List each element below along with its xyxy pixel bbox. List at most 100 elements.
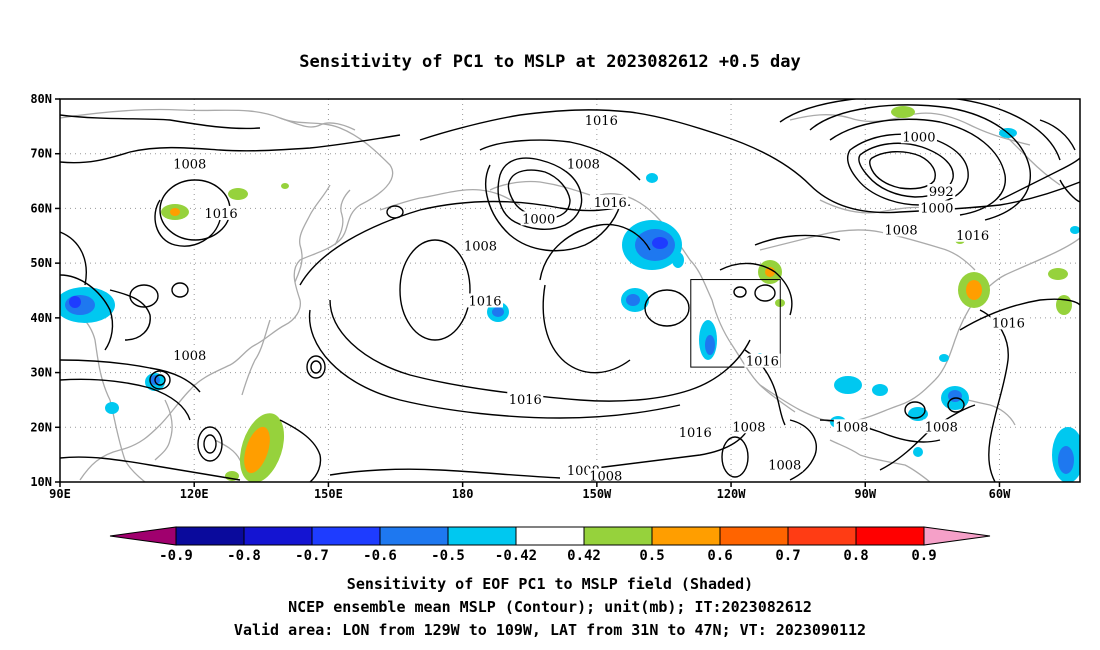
- colorbar-swatch: [175, 526, 245, 546]
- contour-label-bg: [507, 391, 544, 406]
- colorbar-label: -0.7: [295, 548, 329, 564]
- contour-label: 1008: [589, 470, 622, 485]
- contour-label: 1008: [885, 223, 918, 238]
- lat-tick-label: 40N: [30, 311, 52, 325]
- lon-tick-label: 60W: [989, 487, 1011, 501]
- lon-tick-label: 90E: [49, 487, 71, 501]
- contour-label: 1008: [835, 420, 868, 435]
- contour-label: 1016: [594, 196, 627, 211]
- contour-label: 1000: [522, 212, 555, 227]
- contour-label-bg: [467, 293, 503, 308]
- lon-tick-label: 120W: [717, 487, 747, 501]
- contour-label: 1016: [956, 229, 989, 244]
- colorbar-swatch: [379, 526, 449, 546]
- contour-label-bg: [171, 156, 208, 171]
- contour-label-bg: [766, 457, 803, 472]
- colorbar-label: -0.8: [227, 548, 261, 564]
- contour-label-bg: [954, 227, 991, 242]
- contour-label-bg: [587, 468, 624, 482]
- colorbar-label: 0.7: [775, 548, 800, 564]
- contour-label-bg: [744, 353, 781, 368]
- colorbar-label: -0.5: [431, 548, 465, 564]
- colorbar-label: -0.42: [495, 548, 537, 564]
- colorbar-swatch: [787, 526, 857, 546]
- contour-label-bg: [592, 194, 629, 209]
- lat-tick-label: 10N: [30, 475, 52, 489]
- footer-line-2: NCEP ensemble mean MSLP (Contour); unit(…: [288, 598, 812, 616]
- lon-tick-label: 90W: [854, 487, 876, 501]
- contour-label: 1016: [585, 114, 618, 129]
- contour-label: 1016: [509, 393, 542, 408]
- lat-tick-label: 60N: [30, 201, 52, 215]
- contour-label: 1008: [173, 158, 206, 173]
- contour-label-bg: [923, 419, 960, 434]
- footer-line-1: Sensitivity of EOF PC1 to MSLP field (Sh…: [347, 575, 753, 593]
- contour-label-bg: [462, 238, 499, 253]
- contour-label: 1016: [205, 207, 238, 222]
- contour-label-bg: [203, 205, 240, 220]
- valid-area-box: [690, 279, 781, 368]
- contour-label: 1016: [992, 316, 1025, 331]
- footer-line-3: Valid area: LON from 129W to 109W, LAT f…: [234, 621, 866, 639]
- contour-label: 1008: [464, 240, 497, 255]
- lat-tick-label: 20N: [30, 420, 52, 434]
- contour-label: 1016: [679, 426, 712, 441]
- coastlines: [60, 108, 1080, 482]
- contour-label-bg: [677, 424, 714, 439]
- colorbar: -0.9 -0.8 -0.7 -0.6 -0.5 -0.42 0.42 0.5 0.6 0.7 0.…: [109, 526, 991, 564]
- lat-tick-label: 30N: [30, 366, 52, 380]
- colorbar-label: -0.6: [363, 548, 397, 564]
- colorbar-swatch: [719, 526, 789, 546]
- map-title: Sensitivity of PC1 to MSLP at 2023082612…: [299, 52, 801, 72]
- lat-tick-label: 50N: [30, 256, 52, 270]
- contour-label-bg: [583, 112, 620, 127]
- colorbar-label: 0.6: [707, 548, 732, 564]
- contour-label-bg: [520, 211, 557, 226]
- contour-label: 1008: [567, 158, 600, 173]
- colorbar-swatch: [855, 526, 925, 546]
- contour-label-bg: [927, 184, 956, 199]
- colorbar-label: 0.8: [843, 548, 868, 564]
- latitude-axis: 80N 70N 60N 50N 40N 30N 20N 10N: [30, 92, 60, 489]
- contour-label-bg: [565, 156, 602, 171]
- contour-label: 1000: [902, 130, 935, 145]
- lon-tick-label: 120E: [180, 487, 209, 501]
- contour-label: 1008: [925, 420, 958, 435]
- lat-tick-label: 70N: [30, 147, 52, 161]
- lon-tick-label: 150W: [582, 487, 612, 501]
- contour-label-bg: [883, 222, 920, 237]
- colorbar-swatch: [311, 526, 381, 546]
- contour-label: 1016: [468, 294, 501, 309]
- lon-tick-label: 150E: [314, 487, 343, 501]
- lon-tick-label: 180: [452, 487, 474, 501]
- map-frame: [59, 98, 1081, 483]
- contour-label-bg: [730, 419, 767, 434]
- colorbar-swatch: [243, 526, 313, 546]
- contour-label: 1016: [746, 355, 779, 370]
- contour-label-bg: [171, 348, 208, 363]
- gridlines: [60, 99, 1080, 482]
- contour-label-bg: [918, 200, 955, 215]
- colorbar-label: -0.9: [159, 548, 193, 564]
- colorbar-label: 0.42: [567, 548, 601, 564]
- contour-label: 1000: [920, 201, 953, 216]
- colorbar-swatch: [651, 526, 721, 546]
- contour-label: 992: [929, 185, 954, 200]
- colorbar-swatch: [515, 526, 585, 546]
- colorbar-label: 0.9: [911, 548, 936, 564]
- longitude-axis: 90E 120E 150E 180 150W 120W 90W 60W: [49, 482, 1011, 501]
- mslp-contours: [60, 99, 1080, 482]
- colorbar-swatch: [583, 526, 653, 546]
- colorbar-high-extend: [923, 526, 991, 546]
- colorbar-label: 0.5: [639, 548, 664, 564]
- contour-label: 1008: [732, 420, 765, 435]
- contour-label-bg: [900, 129, 937, 144]
- lat-tick-label: 80N: [30, 92, 52, 106]
- colorbar-swatch: [447, 526, 517, 546]
- contour-label: 1008: [768, 459, 801, 474]
- contour-label-bg: [990, 315, 1027, 330]
- colorbar-low-extend: [109, 526, 177, 546]
